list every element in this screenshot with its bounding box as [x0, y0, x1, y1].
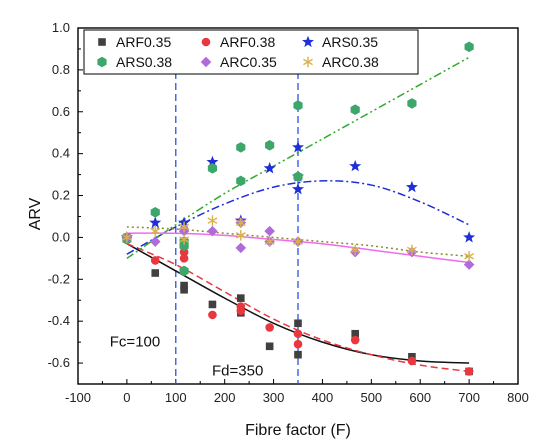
point-ars038	[179, 240, 189, 252]
point-arf035	[294, 319, 302, 328]
x-tick-label: 600	[409, 390, 431, 405]
point-ars038	[293, 100, 303, 111]
y-tick-label: 0.8	[52, 62, 70, 77]
y-tick-label: 0.2	[52, 188, 70, 203]
point-ars038	[150, 206, 160, 218]
point-arc038	[235, 230, 246, 241]
point-ars038	[350, 104, 360, 115]
legend-label-ars035: ARS0.35	[322, 34, 378, 50]
point-ars038	[293, 171, 303, 182]
x-tick-label: 0	[123, 390, 130, 405]
point-arf035	[237, 294, 245, 302]
legend-label-arc035: ARC0.35	[220, 54, 277, 70]
y-tick-label: 0.0	[52, 229, 70, 244]
legend-marker-arf038	[201, 37, 211, 47]
point-ars035	[292, 182, 304, 195]
point-arf038	[265, 323, 274, 332]
point-arf038	[464, 367, 474, 376]
point-arc035	[207, 225, 218, 237]
point-arf035	[180, 281, 188, 290]
point-ars035	[149, 216, 162, 228]
x-axis-title: Fibre factor (F)	[245, 422, 351, 439]
point-arc038	[179, 234, 190, 245]
legend-marker-arc035	[200, 56, 212, 68]
point-arf038	[350, 335, 360, 345]
point-arf038	[407, 356, 417, 366]
legend-marker-arf035	[98, 38, 106, 46]
x-tick-label: 300	[263, 390, 285, 405]
axes: -100 0 100 200 300 400 500 600 700 800 -0.6 -0.4 -0.…	[48, 20, 529, 405]
y-tick-label: 0.6	[52, 104, 70, 119]
point-arc038	[150, 225, 161, 237]
legend-box	[83, 29, 419, 75]
x-tick-label: 500	[360, 390, 382, 405]
point-arf038	[150, 256, 160, 265]
point-arf038	[179, 254, 189, 263]
reference-line-label: Fd=350	[212, 363, 263, 380]
point-ars038	[236, 142, 246, 153]
point-arf035	[351, 329, 359, 338]
point-ars035	[463, 231, 476, 243]
point-arc038	[350, 244, 361, 256]
point-ars038	[207, 163, 218, 174]
legend: ARF0.35 ARF0.38 ARS0.35 ARS0.38 ARC0.35 ARC0.…	[83, 29, 419, 75]
legend-marker-arc038	[303, 56, 313, 68]
point-arc038	[293, 236, 303, 247]
point-ars038	[179, 265, 189, 277]
point-ars035	[263, 162, 276, 174]
point-arc038	[464, 250, 475, 262]
legend-marker-ars038	[97, 56, 107, 68]
point-ars038	[407, 98, 417, 109]
point-arf038	[179, 247, 189, 257]
point-arc035	[264, 225, 275, 237]
point-ars035	[292, 141, 304, 153]
data-points	[120, 41, 476, 376]
legend-label-ars038: ARS0.38	[116, 54, 172, 70]
x-tick-label: 800	[507, 390, 529, 405]
point-arc038	[264, 236, 275, 247]
point-arc035	[149, 236, 161, 247]
legend-label-arf035: ARF0.35	[116, 34, 171, 50]
y-axis-title: ARV	[27, 197, 44, 230]
point-arc038	[235, 217, 246, 229]
y-tick-label: -0.4	[48, 313, 70, 328]
point-arf035	[208, 300, 217, 309]
x-tick-label: 400	[312, 390, 334, 405]
y-tick-label: -0.6	[48, 355, 70, 370]
y-tick-label: 0.4	[52, 146, 70, 161]
x-tick-label: 700	[458, 390, 480, 405]
x-tick-label: 100	[165, 390, 187, 405]
point-arc038	[179, 221, 190, 233]
point-arc038	[406, 244, 417, 256]
x-tick-label: 200	[214, 390, 236, 405]
point-arc038	[207, 215, 218, 226]
point-ars035	[349, 159, 362, 172]
point-arf035	[151, 269, 160, 277]
point-arf038	[208, 310, 217, 320]
point-arf038	[293, 339, 303, 349]
legend-label-arf038: ARF0.38	[220, 34, 275, 50]
point-ars038	[236, 175, 246, 187]
point-ars035	[405, 180, 418, 193]
y-tick-label: 1.0	[52, 20, 70, 35]
point-arc038	[121, 232, 132, 243]
point-arc035	[463, 259, 475, 270]
legend-label-arc038: ARC0.38	[322, 54, 379, 70]
point-arf035	[265, 342, 274, 351]
point-arf035	[180, 285, 188, 294]
reference-line-label: Fc=100	[110, 333, 160, 350]
point-ars038	[265, 139, 275, 151]
point-arf038	[293, 329, 303, 339]
point-ars038	[464, 41, 474, 53]
point-arf035	[294, 350, 302, 359]
legend-marker-ars035	[302, 35, 314, 48]
point-arc035	[235, 242, 247, 254]
point-ars035	[206, 155, 219, 168]
y-tick-label: -0.2	[48, 271, 70, 286]
x-tick-label: -100	[65, 390, 91, 405]
point-arf038	[236, 306, 246, 316]
